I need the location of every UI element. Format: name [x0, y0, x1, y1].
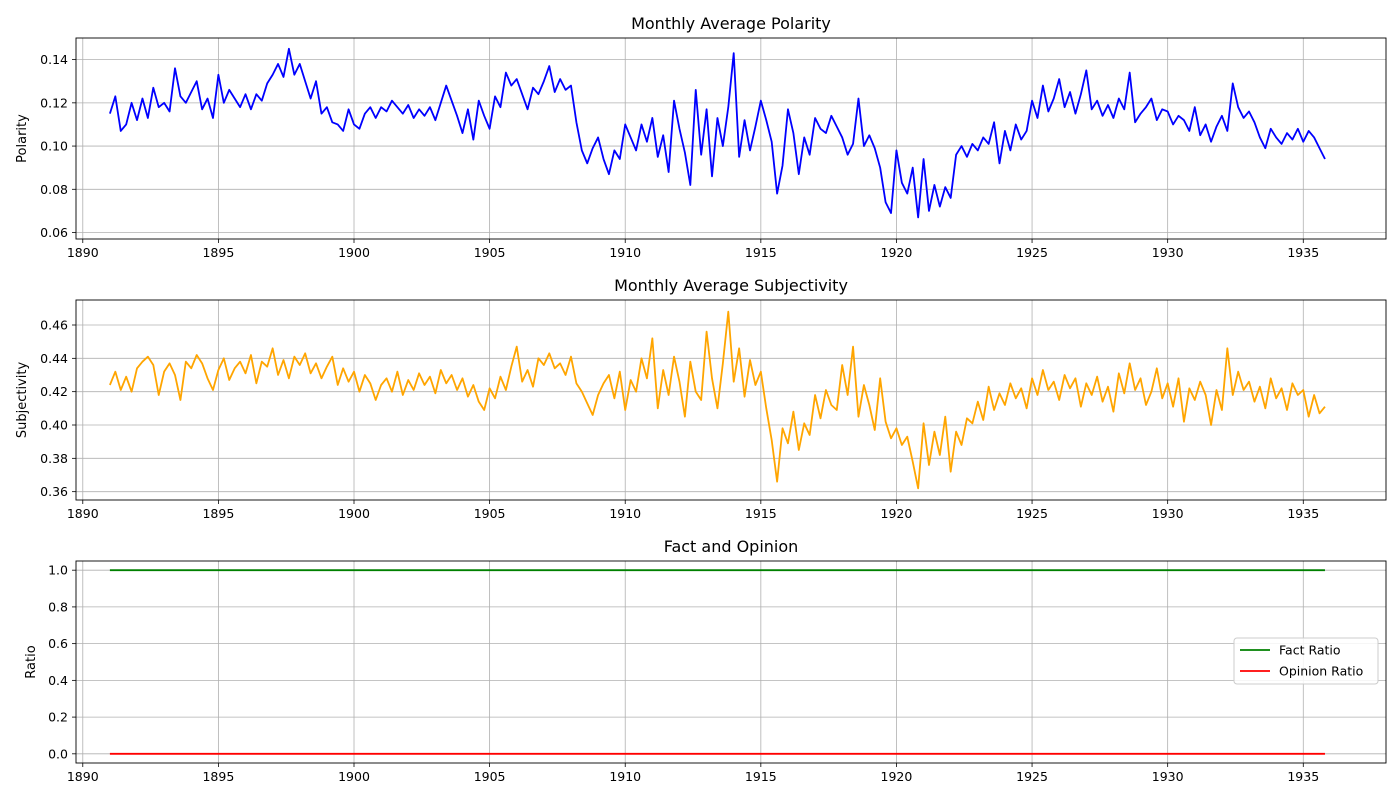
y-tick-label: 0.12: [40, 95, 68, 110]
x-tick-label: 1905: [474, 769, 506, 784]
x-tick-label: 1895: [202, 506, 234, 521]
y-tick-label: 0.2: [48, 710, 68, 725]
axes-frame: [75, 37, 1387, 240]
series-line-1: [109, 310, 1326, 490]
legend-label: Opinion Ratio: [1279, 664, 1363, 679]
y-axis-label: Ratio: [24, 645, 39, 678]
x-tick-label: 1920: [881, 506, 913, 521]
x-tick-label: 1930: [1152, 769, 1184, 784]
x-tick-label: 1935: [1287, 769, 1319, 784]
x-tick-label: 1910: [609, 506, 641, 521]
y-tick-label: 0.8: [48, 599, 68, 614]
chart-panel-1: 1890 1895 1900 1905 1910 1915 1920 1925 1930 1935…: [15, 14, 1387, 260]
x-tick-label: 1925: [1016, 245, 1048, 260]
x-tick-label: 1905: [474, 245, 506, 260]
y-tick-label: 0.36: [40, 484, 68, 499]
x-tick-label: 1925: [1016, 769, 1048, 784]
y-tick-label: 0.08: [40, 182, 68, 197]
x-tick-label: 1930: [1152, 245, 1184, 260]
y-tick-label: 0.06: [40, 225, 68, 240]
x-tick-label: 1890: [67, 769, 99, 784]
y-tick-label: 0.40: [40, 418, 68, 433]
x-tick-label: 1910: [609, 769, 641, 784]
x-tick-label: 1925: [1016, 506, 1048, 521]
x-tick-label: 1895: [202, 245, 234, 260]
x-tick-label: 1920: [881, 245, 913, 260]
y-tick-label: 0.4: [48, 673, 68, 688]
legend: Fact Ratio Opinion Ratio: [1233, 637, 1379, 685]
x-tick-label: 1935: [1287, 245, 1319, 260]
axes-frame: [75, 560, 1387, 764]
y-tick-label: 0.46: [40, 318, 68, 333]
x-tick-label: 1900: [338, 245, 370, 260]
chart-title: Monthly Average Polarity: [631, 14, 831, 33]
y-tick-label: 0.6: [48, 636, 68, 651]
axes-frame: [75, 299, 1387, 501]
x-tick-label: 1890: [67, 506, 99, 521]
x-tick-label: 1900: [338, 506, 370, 521]
y-tick-label: 0.44: [40, 351, 68, 366]
y-tick-label: 0.38: [40, 451, 68, 466]
x-tick-label: 1920: [881, 769, 913, 784]
x-tick-label: 1930: [1152, 506, 1184, 521]
x-tick-label: 1915: [745, 506, 777, 521]
y-tick-label: 0.10: [40, 139, 68, 154]
x-tick-label: 1905: [474, 506, 506, 521]
y-axis-label: Polarity: [15, 114, 30, 163]
chart-panel-2: 1890 1895 1900 1905 1910 1915 1920 1925 1930 1935…: [15, 276, 1387, 521]
x-tick-label: 1915: [745, 769, 777, 784]
legend-label: Fact Ratio: [1279, 643, 1341, 658]
x-tick-label: 1890: [67, 245, 99, 260]
x-tick-label: 1895: [202, 769, 234, 784]
chart-title: Monthly Average Subjectivity: [614, 276, 848, 295]
x-tick-label: 1910: [609, 245, 641, 260]
x-tick-label: 1935: [1287, 506, 1319, 521]
y-tick-label: 1.0: [48, 563, 68, 578]
y-axis-label: Subjectivity: [15, 362, 30, 439]
y-tick-label: 0.42: [40, 384, 68, 399]
y-tick-label: 0.14: [40, 52, 68, 67]
series-line-1: [109, 47, 1326, 219]
x-tick-label: 1900: [338, 769, 370, 784]
chart-title: Fact and Opinion: [664, 537, 799, 556]
chart-panel-3: 1890 1895 1900 1905 1910 1915 1920 1925 1930 1935…: [24, 537, 1387, 784]
y-tick-label: 0.0: [48, 746, 68, 761]
x-tick-label: 1915: [745, 245, 777, 260]
